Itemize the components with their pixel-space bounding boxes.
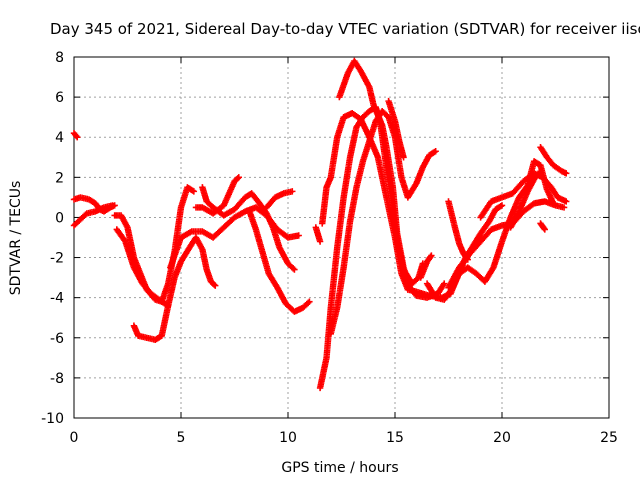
series-arc-14 [319, 109, 506, 301]
data-point [560, 204, 568, 211]
series-arc-7 [167, 204, 302, 271]
data-point [431, 148, 438, 156]
data-point [235, 174, 242, 181]
y-tick-label: -10 [41, 411, 64, 427]
y-tick-label: -8 [50, 371, 64, 387]
series-arc-15 [327, 107, 439, 337]
data-point [541, 226, 548, 233]
axis-ticks [73, 56, 610, 419]
series-arc-18 [417, 252, 435, 281]
series-arc-10 [246, 208, 313, 315]
series-arc-3 [70, 202, 116, 229]
x-axis-label: GPS time / hours [281, 460, 398, 476]
y-tick-label: -2 [50, 251, 64, 267]
data-point [289, 188, 296, 195]
chart-title: Day 345 of 2021, Sidereal Day-to-day VTE… [50, 20, 640, 38]
data-point [189, 187, 196, 194]
data-point [400, 154, 407, 161]
series-arc-6 [130, 234, 219, 343]
series-arc-9 [199, 184, 298, 273]
y-tick-label: 8 [55, 50, 64, 66]
data-point [304, 299, 312, 307]
x-tick-label: 10 [279, 430, 297, 446]
data-point [234, 175, 241, 182]
x-tick-label: 15 [386, 430, 404, 446]
series-arc-23 [507, 168, 544, 231]
y-tick-label: -4 [50, 291, 64, 307]
y-tick-labels: -10 -8 -6 -4 -2 0 2 4 6 8 [41, 50, 64, 427]
y-tick-label: 6 [55, 90, 64, 106]
series-arc-12 [312, 224, 324, 245]
data-point [428, 252, 435, 259]
series-arc-1 [70, 130, 81, 141]
series-arc-17 [385, 97, 407, 161]
y-tick-label: 0 [55, 210, 64, 226]
data-point [109, 202, 116, 209]
series-arc-16 [336, 57, 448, 301]
data-point [190, 188, 198, 195]
data-point [432, 148, 439, 155]
data-point [210, 281, 218, 288]
data-point [295, 232, 302, 239]
plot-frame [73, 56, 610, 419]
data-point [306, 298, 313, 305]
data-point [540, 225, 548, 232]
series-arc-11 [263, 188, 296, 211]
series-arc-25 [537, 220, 548, 233]
x-tick-label: 0 [70, 430, 79, 446]
data-points [70, 57, 570, 392]
data-point [74, 134, 81, 141]
data-point [537, 168, 544, 175]
x-tick-label: 5 [177, 430, 186, 446]
series-arc-5 [113, 226, 172, 309]
y-tick-label: 4 [55, 130, 64, 146]
x-tick-labels: 0 5 10 15 20 25 [70, 430, 618, 446]
series-arc-24 [537, 144, 570, 177]
series-arc-21 [477, 170, 570, 221]
data-point [427, 253, 434, 260]
data-point [441, 280, 448, 287]
x-tick-label: 25 [600, 430, 618, 446]
data-point [316, 238, 324, 245]
x-tick-label: 20 [493, 430, 511, 446]
y-tick-label: -6 [50, 331, 64, 347]
data-point [289, 265, 297, 272]
y-tick-label: 2 [55, 170, 64, 186]
y-axis-label: SDTVAR / TECUs [8, 181, 24, 296]
data-point [291, 266, 298, 273]
data-point [563, 198, 570, 205]
data-point [497, 203, 504, 210]
series-arc-22 [445, 198, 568, 291]
data-point [212, 282, 219, 289]
data-point [498, 202, 506, 209]
data-point [563, 170, 570, 177]
